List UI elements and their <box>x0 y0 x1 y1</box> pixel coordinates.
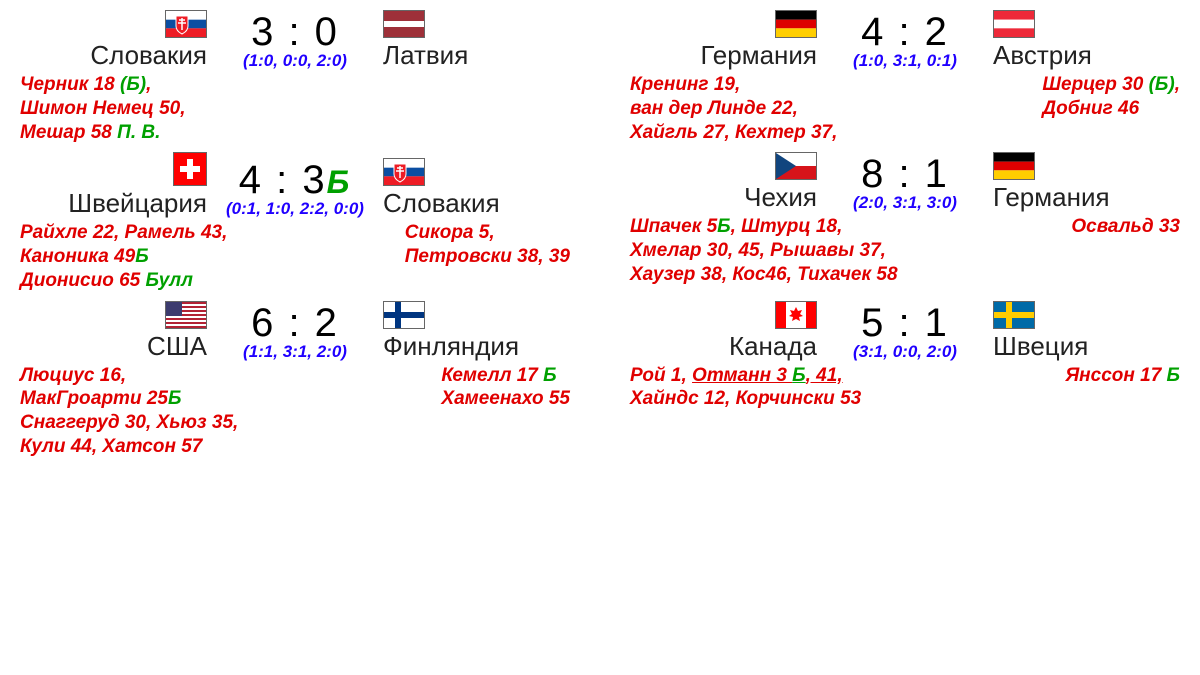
away-team: Германия <box>993 152 1173 213</box>
away-scorers: Янссон 17 Б <box>1065 364 1180 412</box>
slovakia-flag-icon <box>165 10 207 38</box>
score-block: 4 : 3Б (0:1, 1:0, 2:2, 0:0) <box>215 158 375 219</box>
score: 3 : 0 <box>251 10 339 55</box>
match-1: Германия 4 : 2 (1:0, 3:1, 0:1) Австрия К… <box>630 10 1180 144</box>
periods: (2:0, 3:1, 3:0) <box>853 193 957 213</box>
home-scorers: Люциус 16,МакГроарти 25БСнаггеруд 30, Хь… <box>20 364 238 459</box>
score: 6 : 2 <box>251 301 339 346</box>
match-3: Чехия 8 : 1 (2:0, 3:1, 3:0) Германия Шпа… <box>630 152 1180 292</box>
away-scorers: Кемелл 17 БХамеенахо 55 <box>441 364 570 459</box>
home-team: Чехия <box>637 152 817 213</box>
periods: (1:0, 0:0, 2:0) <box>243 51 347 71</box>
match-5: Канада 5 : 1 (3:1, 0:0, 2:0) Швеция Рой … <box>630 301 1180 459</box>
home-team-name: Канада <box>729 331 817 362</box>
periods: (1:1, 3:1, 2:0) <box>243 342 347 362</box>
away-team: Словакия <box>383 158 563 219</box>
away-team: Латвия <box>383 10 563 71</box>
home-scorers: Шпачек 5Б, Штурц 18,Хмелар 30, 45, Рышав… <box>630 215 898 286</box>
home-team-name: США <box>147 331 207 362</box>
germany-flag-icon <box>775 10 817 38</box>
score: 4 : 2 <box>861 10 949 55</box>
away-team-name: Швеция <box>993 331 1088 362</box>
switzerland-flag-icon <box>173 152 207 186</box>
home-team: Словакия <box>27 10 207 71</box>
usa-flag-icon <box>165 301 207 329</box>
away-team-name: Финляндия <box>383 331 519 362</box>
score-block: 5 : 1 (3:1, 0:0, 2:0) <box>825 301 985 362</box>
home-team-name: Швейцария <box>68 188 207 219</box>
score: 4 : 3Б <box>239 158 352 203</box>
match-0: Словакия 3 : 0 (1:0, 0:0, 2:0) Латвия Че… <box>20 10 570 144</box>
away-team: Швеция <box>993 301 1173 362</box>
match-4: США 6 : 2 (1:1, 3:1, 2:0) Финляндия Люци… <box>20 301 570 459</box>
away-team: Финляндия <box>383 301 563 362</box>
home-team: Германия <box>637 10 817 71</box>
canada-flag-icon <box>775 301 817 329</box>
home-scorers: Рой 1, Отманн 3 Б, 41,Хайндс 12, Корчинс… <box>630 364 861 412</box>
away-team-name: Австрия <box>993 40 1092 71</box>
home-team: Швейцария <box>27 152 207 219</box>
slovakia-flag-icon <box>383 158 425 186</box>
austria-flag-icon <box>993 10 1035 38</box>
home-team: США <box>27 301 207 362</box>
periods: (1:0, 3:1, 0:1) <box>853 51 957 71</box>
score-block: 8 : 1 (2:0, 3:1, 3:0) <box>825 152 985 213</box>
away-team: Австрия <box>993 10 1173 71</box>
home-scorers: Кренинг 19,ван дер Линде 22,Хайгль 27, К… <box>630 73 837 144</box>
match-2: Швейцария 4 : 3Б (0:1, 1:0, 2:2, 0:0) Сл… <box>20 152 570 292</box>
home-scorers: Черник 18 (Б),Шимон Немец 50,Мешар 58 П.… <box>20 73 186 144</box>
periods: (3:1, 0:0, 2:0) <box>853 342 957 362</box>
finland-flag-icon <box>383 301 425 329</box>
czech-flag-icon <box>775 152 817 180</box>
home-team: Канада <box>637 301 817 362</box>
away-team-name: Словакия <box>383 188 500 219</box>
away-team-name: Германия <box>993 182 1110 213</box>
sweden-flag-icon <box>993 301 1035 329</box>
home-team-name: Германия <box>700 40 817 71</box>
away-scorers: Освальд 33 <box>1071 215 1180 286</box>
away-team-name: Латвия <box>383 40 468 71</box>
score: 8 : 1 <box>861 152 949 197</box>
away-scorers: Шерцер 30 (Б),Добниг 46 <box>1042 73 1180 144</box>
score-block: 4 : 2 (1:0, 3:1, 0:1) <box>825 10 985 71</box>
score-block: 3 : 0 (1:0, 0:0, 2:0) <box>215 10 375 71</box>
latvia-flag-icon <box>383 10 425 38</box>
score: 5 : 1 <box>861 301 949 346</box>
away-scorers: Сикора 5,Петровски 38, 39 <box>405 221 570 292</box>
home-scorers: Райхле 22, Рамель 43,Каноника 49БДиониси… <box>20 221 227 292</box>
home-team-name: Чехия <box>744 182 817 213</box>
score-block: 6 : 2 (1:1, 3:1, 2:0) <box>215 301 375 362</box>
home-team-name: Словакия <box>90 40 207 71</box>
periods: (0:1, 1:0, 2:2, 0:0) <box>226 199 364 219</box>
germany-flag-icon <box>993 152 1035 180</box>
